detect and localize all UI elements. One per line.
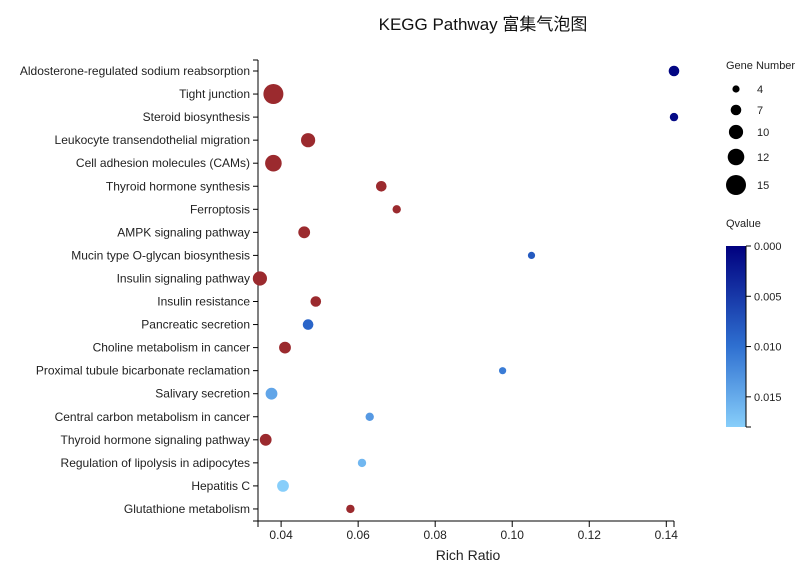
bubble bbox=[376, 181, 387, 192]
size-legend-swatch bbox=[728, 124, 744, 140]
y-tick-label: Tight junction bbox=[179, 87, 250, 101]
y-tick-label: Salivary secretion bbox=[155, 387, 250, 401]
x-tick-label: 0.10 bbox=[501, 528, 525, 542]
bubbles bbox=[252, 65, 680, 514]
bubble bbox=[263, 84, 284, 104]
size-legend-label: 7 bbox=[757, 105, 763, 117]
bubble bbox=[302, 319, 314, 330]
bubble bbox=[279, 341, 291, 354]
y-tick-label: Insulin signaling pathway bbox=[117, 271, 250, 285]
chart-title: KEGG Pathway 富集气泡图 bbox=[379, 15, 588, 34]
bubble bbox=[499, 367, 507, 375]
size-legend-label: 10 bbox=[757, 127, 769, 139]
size-legend-label: 4 bbox=[757, 84, 763, 96]
size-legend-items: 4 7 10 12 15 bbox=[726, 84, 769, 195]
bubble bbox=[357, 458, 367, 468]
size-legend-label: 15 bbox=[757, 180, 769, 192]
y-tick-label: Glutathione metabolism bbox=[124, 502, 250, 516]
y-tick-label: Ferroptosis bbox=[190, 202, 250, 216]
bubble bbox=[669, 112, 679, 122]
size-legend-label: 12 bbox=[757, 152, 769, 164]
y-tick-label: Aldosterone-regulated sodium reabsorptio… bbox=[20, 64, 250, 78]
color-legend: Qvalue 0.000 0.005 0.010 0.015 bbox=[726, 218, 782, 428]
y-tick-label: Central carbon metabolism in cancer bbox=[55, 410, 250, 424]
x-tick-label: 0.06 bbox=[346, 528, 370, 542]
bubble bbox=[346, 504, 355, 514]
size-legend-swatch bbox=[726, 175, 746, 195]
color-legend-title: Qvalue bbox=[726, 218, 761, 230]
y-tick-label: Mucin type O-glycan biosynthesis bbox=[71, 248, 250, 262]
x-tick-label: 0.14 bbox=[655, 528, 679, 542]
y-tick-label: Thyroid hormone signaling pathway bbox=[61, 433, 250, 447]
bubble bbox=[277, 480, 289, 492]
plot-area: Aldosterone-regulated sodium reabsorptio… bbox=[20, 59, 680, 542]
y-tick-label: Regulation of lipolysis in adipocytes bbox=[61, 456, 250, 470]
size-legend-swatch bbox=[730, 104, 742, 116]
y-tick-label: Hepatitis C bbox=[191, 479, 250, 493]
y-tick-label: Thyroid hormone synthesis bbox=[106, 179, 250, 193]
y-tick-label: Choline metabolism in cancer bbox=[93, 341, 250, 355]
bubble bbox=[527, 251, 536, 259]
y-tick-label: Proximal tubule bicarbonate reclamation bbox=[36, 364, 250, 378]
y-tick-label: Cell adhesion molecules (CAMs) bbox=[76, 156, 250, 170]
bubble bbox=[259, 433, 272, 446]
x-tick-label: 0.04 bbox=[269, 528, 293, 542]
color-legend-tick-label: 0.015 bbox=[754, 392, 782, 404]
bubble bbox=[310, 296, 322, 307]
color-legend-bar bbox=[726, 246, 746, 427]
size-legend-title: Gene Number bbox=[726, 60, 795, 72]
y-tick-label: Leukocyte transendothelial migration bbox=[55, 133, 250, 147]
y-tick-label: Pancreatic secretion bbox=[141, 318, 250, 332]
bubble bbox=[265, 154, 282, 172]
x-axis-ticks: 0.04 0.06 0.08 0.10 0.12 0.14 bbox=[257, 521, 679, 542]
x-tick-label: 0.08 bbox=[424, 528, 448, 542]
x-axis-title: Rich Ratio bbox=[436, 547, 501, 563]
bubble bbox=[265, 387, 278, 400]
bubble bbox=[301, 133, 316, 148]
y-tick-label: Insulin resistance bbox=[157, 295, 250, 309]
bubble bbox=[252, 271, 267, 286]
color-legend-tick-label: 0.000 bbox=[754, 241, 782, 253]
size-legend-swatch bbox=[727, 148, 745, 166]
bubble bbox=[392, 205, 401, 214]
bubble bbox=[365, 412, 374, 421]
y-tick-label: AMPK signaling pathway bbox=[117, 225, 250, 239]
y-tick-label: Steroid biosynthesis bbox=[143, 110, 250, 124]
bubble bbox=[298, 226, 311, 239]
x-tick-label: 0.12 bbox=[578, 528, 602, 542]
color-legend-tick-label: 0.010 bbox=[754, 342, 782, 354]
color-legend-ticks: 0.000 0.005 0.010 0.015 bbox=[746, 241, 782, 428]
size-legend-swatch bbox=[732, 85, 740, 93]
bubble bbox=[668, 65, 680, 77]
color-legend-tick-label: 0.005 bbox=[754, 291, 782, 303]
size-legend: Gene Number 4 7 10 12 15 bbox=[726, 60, 795, 195]
y-axis-ticks: Aldosterone-regulated sodium reabsorptio… bbox=[20, 59, 258, 522]
